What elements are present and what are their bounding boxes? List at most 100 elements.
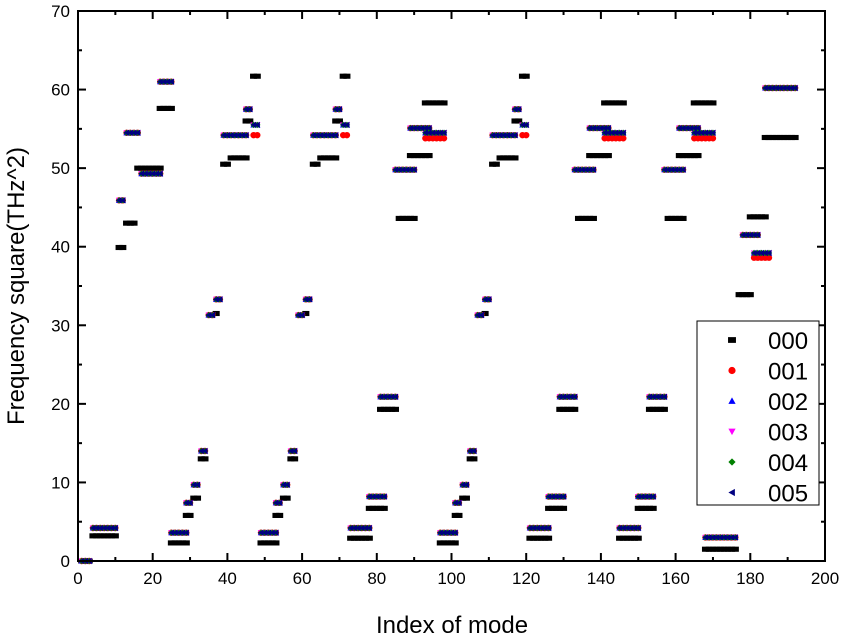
point-000 <box>713 546 721 552</box>
point-005 <box>407 166 413 173</box>
point-005 <box>347 524 354 532</box>
point-005 <box>291 447 298 455</box>
point-005 <box>414 124 421 132</box>
point-000 <box>533 535 541 541</box>
point-005 <box>601 129 608 136</box>
point-005 <box>582 166 589 173</box>
point-005 <box>661 393 667 400</box>
point-000 <box>164 105 172 111</box>
point-000 <box>698 100 706 106</box>
point-000 <box>642 505 650 511</box>
point-000 <box>141 165 149 171</box>
point-000 <box>735 292 743 298</box>
point-005 <box>130 129 137 136</box>
x-tick-label: 200 <box>811 569 839 588</box>
y-tick-label: 70 <box>51 2 70 21</box>
point-005 <box>142 170 148 177</box>
point-000 <box>563 406 571 412</box>
legend-label: 004 <box>768 450 808 477</box>
point-005 <box>272 529 279 536</box>
point-005 <box>254 121 260 129</box>
point-000 <box>347 535 355 541</box>
point-005 <box>765 249 772 257</box>
point-000 <box>436 540 444 546</box>
point-005 <box>564 393 570 400</box>
legend-item-001: 001 <box>728 359 808 386</box>
point-000 <box>242 155 250 161</box>
point-000 <box>451 512 459 518</box>
point-000 <box>328 155 336 161</box>
point-000 <box>672 215 680 221</box>
point-000 <box>638 505 646 511</box>
x-tick-label: 160 <box>661 569 689 588</box>
point-000 <box>425 153 433 159</box>
point-005 <box>336 106 343 113</box>
point-005 <box>556 393 563 400</box>
point-000 <box>447 540 456 546</box>
series-001 <box>78 78 799 565</box>
point-000 <box>130 220 138 226</box>
point-005 <box>586 124 593 132</box>
point-000 <box>560 505 568 511</box>
point-000 <box>436 100 444 106</box>
y-tick-label: 50 <box>51 159 70 178</box>
point-005 <box>422 124 428 132</box>
point-005 <box>545 524 552 532</box>
legend-item-005: 005 <box>728 481 808 508</box>
point-005 <box>388 393 395 400</box>
point-005 <box>687 124 694 132</box>
point-005 <box>549 493 555 500</box>
point-005 <box>429 129 436 136</box>
point-000 <box>545 535 553 541</box>
legend-marker-circle-icon <box>728 366 736 375</box>
point-000 <box>380 505 388 511</box>
point-005 <box>788 84 794 92</box>
y-tick-label: 40 <box>51 238 70 257</box>
point-005 <box>242 106 249 113</box>
point-000 <box>560 406 568 412</box>
point-000 <box>574 215 583 221</box>
point-000 <box>369 505 377 511</box>
point-000 <box>421 100 429 106</box>
point-005 <box>440 529 447 536</box>
point-005 <box>183 499 189 507</box>
point-000 <box>343 73 351 79</box>
point-005 <box>459 481 466 488</box>
point-005 <box>261 529 268 536</box>
point-000 <box>772 134 780 141</box>
point-000 <box>391 406 399 412</box>
point-005 <box>739 231 746 239</box>
point-005 <box>493 131 499 139</box>
point-000 <box>589 215 597 221</box>
point-005 <box>97 524 103 532</box>
point-005 <box>444 529 451 536</box>
point-001 <box>765 254 773 261</box>
point-005 <box>706 534 712 541</box>
point-005 <box>724 534 731 541</box>
point-000 <box>462 495 470 501</box>
point-005 <box>164 78 171 85</box>
y-tick-label: 10 <box>51 473 70 492</box>
point-005 <box>257 529 264 536</box>
point-005 <box>616 129 623 136</box>
point-005 <box>339 121 346 129</box>
point-005 <box>452 529 458 536</box>
point-000 <box>123 220 131 226</box>
y-axis-label: Frequency square(THz^2) <box>3 147 30 425</box>
point-000 <box>522 73 530 79</box>
point-005 <box>635 524 641 532</box>
point-005 <box>190 481 197 488</box>
point-000 <box>784 134 792 141</box>
point-000 <box>720 546 728 552</box>
point-005 <box>474 311 481 319</box>
series-000 <box>78 73 799 564</box>
point-001 <box>620 135 627 142</box>
point-005 <box>679 166 686 173</box>
point-005 <box>343 121 350 129</box>
point-005 <box>672 166 679 173</box>
point-005 <box>691 129 697 136</box>
point-005 <box>100 524 107 532</box>
point-000 <box>235 155 243 161</box>
point-005 <box>620 524 626 532</box>
legend-label: 001 <box>768 359 808 386</box>
